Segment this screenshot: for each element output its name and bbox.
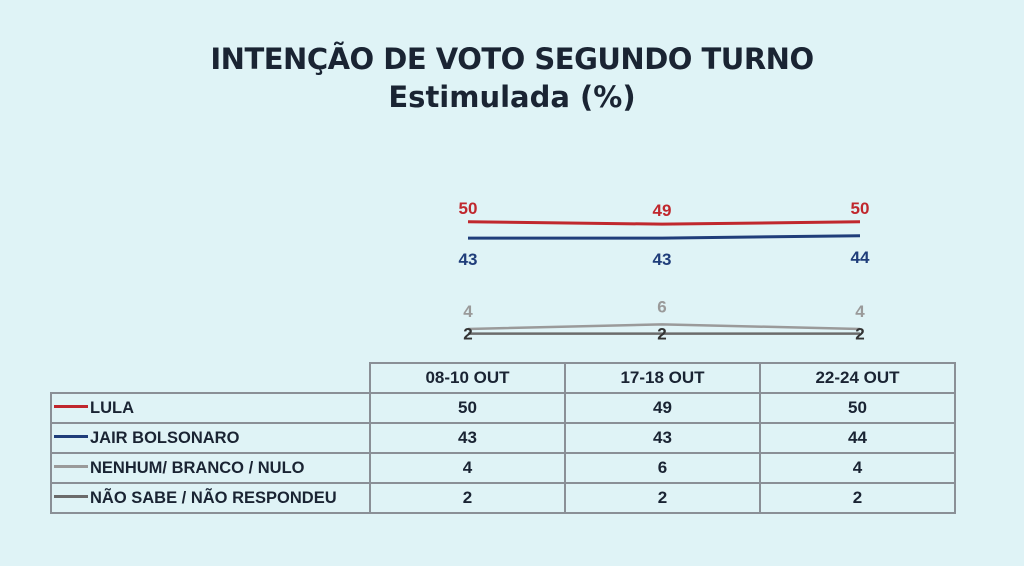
table-cell: 43 — [369, 422, 566, 454]
legend-swatch-nenhum — [54, 464, 88, 468]
table-header-cell: 22-24 OUT — [759, 362, 956, 394]
chart-subtitle: Estimulada (%) — [388, 80, 636, 114]
data-label: 50 — [459, 199, 478, 218]
table-cell: 4 — [369, 452, 566, 484]
table-cell: 6 — [564, 452, 761, 484]
table-row: NÃO SABE / NÃO RESPONDEU 2 2 2 — [50, 482, 956, 514]
table-row: JAIR BOLSONARO 43 43 44 — [50, 422, 956, 454]
data-label: 6 — [657, 297, 666, 316]
table-row: NENHUM/ BRANCO / NULO 4 6 4 — [50, 452, 956, 484]
legend-label: NÃO SABE / NÃO RESPONDEU — [90, 488, 337, 507]
table-cell: 2 — [759, 482, 956, 514]
data-table: 08-10 OUT 17-18 OUT 22-24 OUT LULA 50 49… — [50, 362, 956, 514]
legend-swatch-bolsonaro — [54, 434, 88, 438]
legend-entry-lula: LULA — [50, 392, 371, 424]
legend-entry-nao-sabe: NÃO SABE / NÃO RESPONDEU — [50, 482, 371, 514]
table-cell: 43 — [564, 422, 761, 454]
data-label: 43 — [653, 250, 672, 269]
table-corner — [51, 363, 370, 393]
data-label: 50 — [851, 199, 870, 218]
legend-label: JAIR BOLSONARO — [90, 428, 240, 447]
legend-label: LULA — [90, 398, 134, 417]
data-label: 44 — [851, 248, 870, 267]
table-cell: 4 — [759, 452, 956, 484]
legend-swatch-nao-sabe — [54, 494, 88, 498]
table-cell: 50 — [759, 392, 956, 424]
series-line-0 — [467, 220, 861, 226]
legend-swatch-lula — [54, 404, 88, 408]
table-header-cell: 08-10 OUT — [369, 362, 566, 394]
data-label: 2 — [855, 325, 864, 344]
data-label: 49 — [653, 201, 672, 220]
chart-title-block: INTENÇÃO DE VOTO SEGUNDO TURNO Estimulad… — [0, 40, 1024, 116]
table-header-row: 08-10 OUT 17-18 OUT 22-24 OUT — [51, 362, 956, 394]
table-header-cell: 17-18 OUT — [564, 362, 761, 394]
legend-entry-bolsonaro: JAIR BOLSONARO — [50, 422, 371, 454]
data-label: 4 — [855, 302, 865, 321]
data-label: 4 — [463, 302, 473, 321]
series-line-2 — [467, 323, 861, 331]
data-label: 2 — [463, 325, 472, 344]
legend-label: NENHUM/ BRANCO / NULO — [90, 458, 305, 477]
series-line-1 — [468, 234, 861, 240]
data-label: 2 — [657, 325, 666, 344]
table-cell: 2 — [564, 482, 761, 514]
legend-entry-nenhum: NENHUM/ BRANCO / NULO — [50, 452, 371, 484]
table-cell: 2 — [369, 482, 566, 514]
data-label: 43 — [459, 250, 478, 269]
table-cell: 44 — [759, 422, 956, 454]
table-cell: 50 — [369, 392, 566, 424]
table-row: LULA 50 49 50 — [50, 392, 956, 424]
table-cell: 49 — [564, 392, 761, 424]
chart-title: INTENÇÃO DE VOTO SEGUNDO TURNO — [210, 42, 814, 76]
